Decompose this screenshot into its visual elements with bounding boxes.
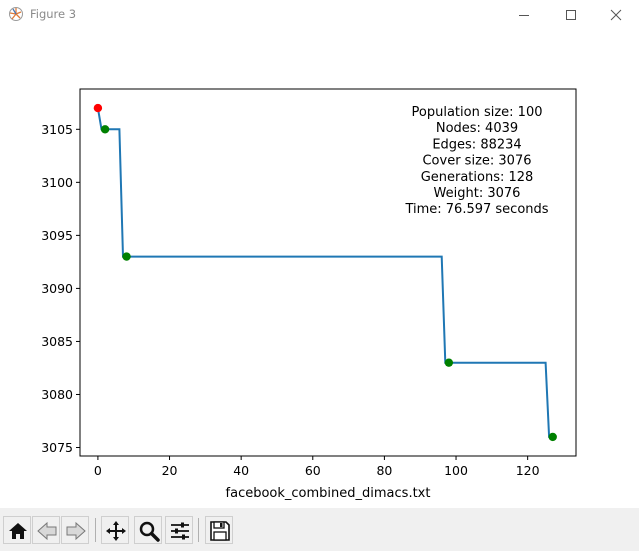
pan-button[interactable] — [101, 516, 129, 544]
figure-canvas[interactable]: 3075 3080 3085 3090 3095 3100 3105 0 20 40 60 80 10… — [0, 30, 639, 508]
annotation-line: Weight: 3076 — [434, 186, 521, 201]
close-icon — [610, 9, 622, 21]
y-tick-label: 3090 — [41, 281, 73, 296]
matplotlib-icon — [8, 6, 24, 22]
minimize-icon — [519, 15, 529, 16]
home-button[interactable] — [3, 516, 31, 544]
annotation-line: Cover size: 3076 — [422, 154, 531, 169]
data-point-marker — [122, 252, 131, 261]
x-tick-label: 80 — [376, 463, 392, 478]
window-title: Figure 3 — [30, 7, 77, 21]
x-tick-label: 100 — [444, 463, 468, 478]
y-tick-label: 3095 — [41, 228, 73, 243]
window-titlebar: Figure 3 — [0, 0, 639, 30]
home-icon — [9, 523, 27, 539]
pan-icon — [106, 521, 126, 541]
forward-arrow-icon — [66, 521, 86, 541]
data-point-marker — [548, 432, 557, 442]
maximize-button[interactable] — [548, 0, 594, 30]
y-axis: 3075 3080 3085 3090 3095 3100 3105 — [41, 122, 80, 455]
y-tick-label: 3080 — [41, 387, 73, 402]
minimize-button[interactable] — [501, 0, 547, 30]
annotation-line: Time: 76.597 seconds — [404, 202, 548, 217]
y-tick-label: 3105 — [41, 122, 73, 137]
x-axis: 0 20 40 60 80 100 120 — [94, 456, 540, 478]
y-tick-label: 3100 — [41, 175, 73, 190]
x-tick-label: 40 — [233, 463, 249, 478]
toolbar-separator — [95, 518, 96, 542]
save-icon — [210, 521, 230, 541]
x-axis-label: facebook_combined_dimacs.txt — [226, 486, 431, 501]
x-tick-label: 0 — [94, 463, 102, 478]
x-tick-label: 20 — [162, 463, 178, 478]
back-button[interactable] — [32, 516, 60, 544]
x-tick-label: 60 — [305, 463, 321, 478]
toolbar-separator — [198, 518, 199, 542]
maximize-icon — [566, 10, 576, 20]
close-button[interactable] — [593, 0, 639, 30]
back-arrow-icon — [37, 521, 57, 541]
configure-subplots-button[interactable] — [165, 516, 193, 544]
x-tick-label: 120 — [516, 463, 540, 478]
navigation-toolbar — [0, 508, 639, 551]
marker-group — [93, 103, 557, 442]
zoom-button[interactable] — [134, 516, 162, 544]
save-button[interactable] — [205, 516, 233, 544]
y-tick-label: 3085 — [41, 334, 73, 349]
forward-button[interactable] — [61, 516, 89, 544]
data-point-marker — [444, 358, 454, 367]
annotation-line: Generations: 128 — [421, 170, 534, 185]
annotation-line: Nodes: 4039 — [436, 121, 518, 136]
data-point-marker — [100, 125, 110, 134]
configure-subplots-icon — [171, 522, 189, 540]
annotation-line: Population size: 100 — [412, 105, 543, 120]
y-tick-label: 3075 — [41, 440, 73, 455]
axes-frame — [79, 88, 577, 457]
data-point-marker — [93, 103, 103, 113]
annotation-line: Edges: 88234 — [432, 137, 521, 152]
zoom-icon — [139, 521, 160, 542]
line-chart: 3075 3080 3085 3090 3095 3100 3105 0 20 40 60 80 10… — [41, 88, 577, 501]
